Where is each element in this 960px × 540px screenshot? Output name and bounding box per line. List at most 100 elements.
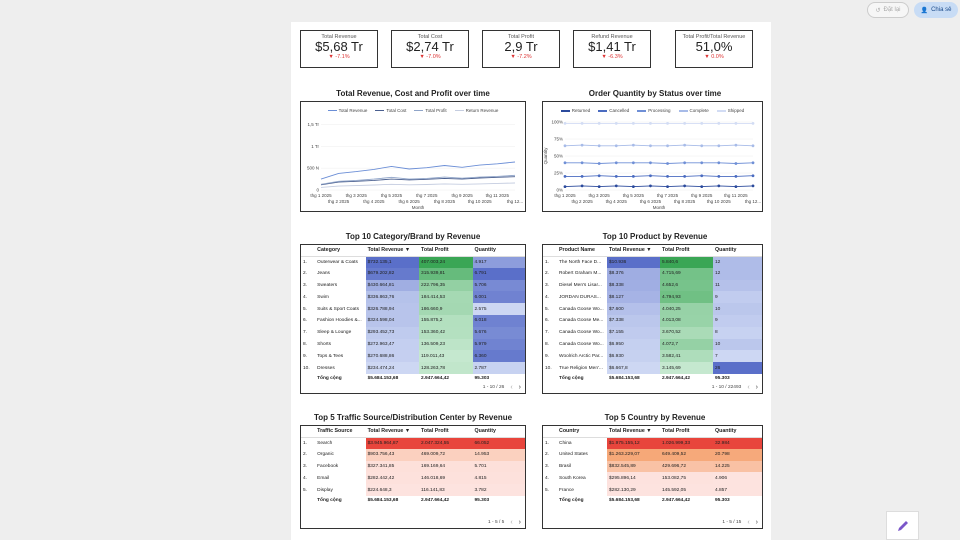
- data-point[interactable]: [614, 144, 618, 148]
- table-row[interactable]: 5. Suits & Sport Coats $326.788,94 186.660,…: [301, 303, 525, 315]
- data-point[interactable]: [717, 144, 721, 148]
- data-point[interactable]: [614, 161, 618, 165]
- data-point[interactable]: [631, 143, 635, 147]
- data-point[interactable]: [580, 175, 584, 178]
- data-point[interactable]: [614, 175, 618, 178]
- data-point[interactable]: [614, 184, 618, 188]
- data-point[interactable]: [563, 185, 567, 188]
- table-row[interactable]: 2. Robert Graham M... $8.376 4.715,69 12: [543, 267, 762, 280]
- table-row[interactable]: 4. Swim $336.863,76 184.414,53 6.001: [301, 291, 525, 304]
- table-header-cell[interactable]: Quantity: [713, 426, 762, 438]
- data-point[interactable]: [563, 144, 567, 148]
- data-point[interactable]: [751, 121, 755, 125]
- status-line-chart[interactable]: Returned Cancelled Processing Complete Shipp…: [542, 101, 763, 212]
- data-point[interactable]: [734, 143, 738, 147]
- data-point[interactable]: [751, 184, 755, 188]
- table-row[interactable]: 9. Tops & Tees $270.688,86 119.011,43 6.360: [301, 350, 525, 363]
- data-point[interactable]: [580, 121, 584, 125]
- data-point[interactable]: [563, 121, 567, 125]
- product-table[interactable]: Product Name Total Revenue ▼ Total Profit Q…: [542, 244, 763, 394]
- data-point[interactable]: [649, 161, 652, 165]
- data-point[interactable]: [751, 144, 755, 148]
- data-point[interactable]: [580, 143, 584, 147]
- table-row[interactable]: 1. Outerwear & Coats $732.135,1 407.003,24 4…: [301, 256, 525, 268]
- data-point[interactable]: [580, 161, 584, 165]
- table-header-cell[interactable]: Total Profit: [660, 426, 713, 438]
- table-row[interactable]: 6. Canada Goose Me... $7.338 4.013,08 9: [543, 314, 762, 327]
- table-header-cell[interactable]: Quantity: [472, 245, 525, 257]
- data-point[interactable]: [649, 121, 652, 125]
- data-point[interactable]: [700, 121, 704, 125]
- country-table[interactable]: Country Total Revenue ▼ Total Profit Quanti…: [542, 425, 763, 529]
- data-point[interactable]: [734, 162, 738, 165]
- table-header-cell[interactable]: Total Profit: [660, 245, 713, 257]
- table-header-cell[interactable]: Traffic Source: [315, 426, 366, 438]
- table-row[interactable]: 4. Email $282.442,42 146.018,69 4.815: [301, 472, 525, 485]
- data-point[interactable]: [683, 175, 687, 178]
- data-point[interactable]: [717, 175, 721, 178]
- data-point[interactable]: [649, 174, 652, 178]
- table-row[interactable]: 7. Sleep & Lounge $293.452,73 153.360,42 5.6…: [301, 326, 525, 339]
- table-row[interactable]: 8. Shorts $272.963,47 136.509,23 5.979: [301, 338, 525, 351]
- data-point[interactable]: [700, 174, 704, 178]
- table-row[interactable]: 5. France $282.130,29 145.592,05 4.857: [543, 484, 762, 496]
- prev-page-icon[interactable]: ‹: [747, 384, 750, 391]
- data-point[interactable]: [751, 174, 755, 178]
- table-header-cell[interactable]: Quantity: [472, 426, 525, 438]
- data-point[interactable]: [563, 175, 567, 178]
- data-point[interactable]: [717, 161, 721, 165]
- table-row[interactable]: 4. JORDAN DURAS... $8.127 4.794,93 9: [543, 291, 762, 304]
- prev-page-icon[interactable]: ‹: [747, 519, 750, 526]
- table-row[interactable]: 6. Fashion Hoodies &... $324.598,04 155.875…: [301, 314, 525, 327]
- next-page-icon[interactable]: ›: [755, 519, 758, 526]
- data-point[interactable]: [683, 121, 687, 125]
- prev-page-icon[interactable]: ‹: [510, 384, 513, 391]
- table-row[interactable]: 3. Diesel Men's Lisar... $8.338 4.652,6 11: [543, 279, 762, 292]
- series-line[interactable]: [565, 175, 754, 177]
- table-row[interactable]: 10. Dresses $234.474,24 128.263,78 2.787: [301, 362, 525, 374]
- series-line[interactable]: [320, 161, 516, 180]
- next-page-icon[interactable]: ›: [518, 384, 521, 391]
- data-point[interactable]: [734, 185, 738, 188]
- legend-item[interactable]: Shipped: [716, 108, 744, 113]
- legend-item[interactable]: Returned: [560, 108, 590, 113]
- legend-item[interactable]: Return Revenue: [454, 108, 498, 113]
- legend-item[interactable]: Total Revenue: [327, 108, 367, 113]
- table-header-cell[interactable]: Total Revenue ▼: [365, 426, 420, 438]
- data-point[interactable]: [666, 162, 669, 165]
- table-row[interactable]: 2. United States $1.263.229,07 649.409,52 20…: [543, 448, 762, 461]
- table-row[interactable]: 3. Brasil $832.545,89 429.696,72 14.225: [543, 460, 762, 473]
- data-point[interactable]: [734, 175, 738, 178]
- table-row[interactable]: 7. Canada Goose Wo... $7.155 3.670,52 8: [543, 326, 762, 339]
- series-line[interactable]: [320, 182, 516, 188]
- table-row[interactable]: 2. Jeans $679.202,82 315.939,81 6.791: [301, 267, 525, 280]
- kpi-card[interactable]: Total Profit 2,9 Tr ▼ -7.2%: [482, 30, 560, 68]
- data-point[interactable]: [683, 143, 687, 147]
- table-header-cell[interactable]: Total Profit: [419, 426, 473, 438]
- prev-page-icon[interactable]: ‹: [510, 519, 513, 526]
- data-point[interactable]: [631, 185, 635, 188]
- kpi-card[interactable]: Refund Revenue $1,41 Tr ▼ -6.3%: [573, 30, 651, 68]
- data-point[interactable]: [631, 121, 635, 125]
- data-point[interactable]: [631, 161, 635, 165]
- table-header-cell[interactable]: Total Revenue ▼: [607, 245, 660, 257]
- table-header-cell[interactable]: Quantity: [713, 245, 762, 257]
- table-row[interactable]: 9. Woolrich Arctic Par... $6.930 3.582,41 7: [543, 350, 762, 363]
- table-row[interactable]: 10. True Religion Men'... $6.667,8 3.145,69…: [543, 362, 762, 374]
- legend-item[interactable]: Total Profit: [414, 108, 447, 113]
- table-row[interactable]: 1. Search $3.945.964,87 2.047.324,55 66.052: [301, 437, 525, 449]
- data-point[interactable]: [597, 144, 601, 148]
- data-point[interactable]: [734, 121, 738, 125]
- data-point[interactable]: [631, 175, 635, 178]
- table-row[interactable]: 3. Sweaters $430.664,81 222.796,35 5.706: [301, 279, 525, 292]
- data-point[interactable]: [563, 161, 567, 165]
- data-point[interactable]: [666, 175, 669, 178]
- table-row[interactable]: 8. Canada Goose Wo... $6.950 4.072,7 10: [543, 338, 762, 351]
- series-line[interactable]: [564, 144, 754, 147]
- data-point[interactable]: [666, 144, 669, 148]
- legend-item[interactable]: Total Cost: [375, 108, 406, 113]
- series-line[interactable]: [320, 176, 516, 186]
- table-row[interactable]: 4. South Korea $295.896,14 153.082,75 4.906: [543, 472, 762, 485]
- data-point[interactable]: [649, 144, 652, 148]
- data-point[interactable]: [717, 184, 721, 188]
